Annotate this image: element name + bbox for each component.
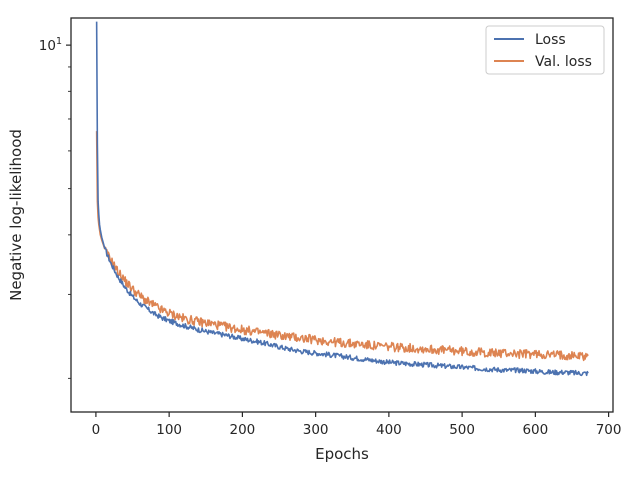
axes-frame [70, 17, 614, 413]
legend-label-loss: Loss [535, 32, 566, 48]
y-axis-ticks: 101 [39, 36, 71, 379]
y-tick-base: 10 [39, 38, 56, 54]
series-line-loss [95, 21, 589, 377]
y-major-tick-label: 101 [39, 36, 62, 54]
x-tick-label: 0 [92, 422, 101, 438]
series-line-val-loss [95, 131, 589, 362]
y-axis-label: Negative log-likelihood [7, 129, 25, 301]
x-tick-label: 200 [229, 422, 255, 438]
x-tick-label: 700 [596, 422, 622, 438]
x-tick-label: 100 [156, 422, 182, 438]
x-axis-ticks: 0 100 200 300 400 500 600 700 [92, 412, 622, 438]
x-axis-label: Epochs [315, 445, 369, 463]
x-tick-label: 400 [376, 422, 402, 438]
series-layer [95, 21, 589, 377]
x-tick-label: 500 [449, 422, 475, 438]
y-tick-exponent: 1 [56, 36, 62, 47]
x-tick-label: 300 [303, 422, 329, 438]
legend-label-val-loss: Val. loss [535, 54, 592, 70]
legend: Loss Val. loss [485, 25, 605, 75]
x-tick-label: 600 [522, 422, 548, 438]
